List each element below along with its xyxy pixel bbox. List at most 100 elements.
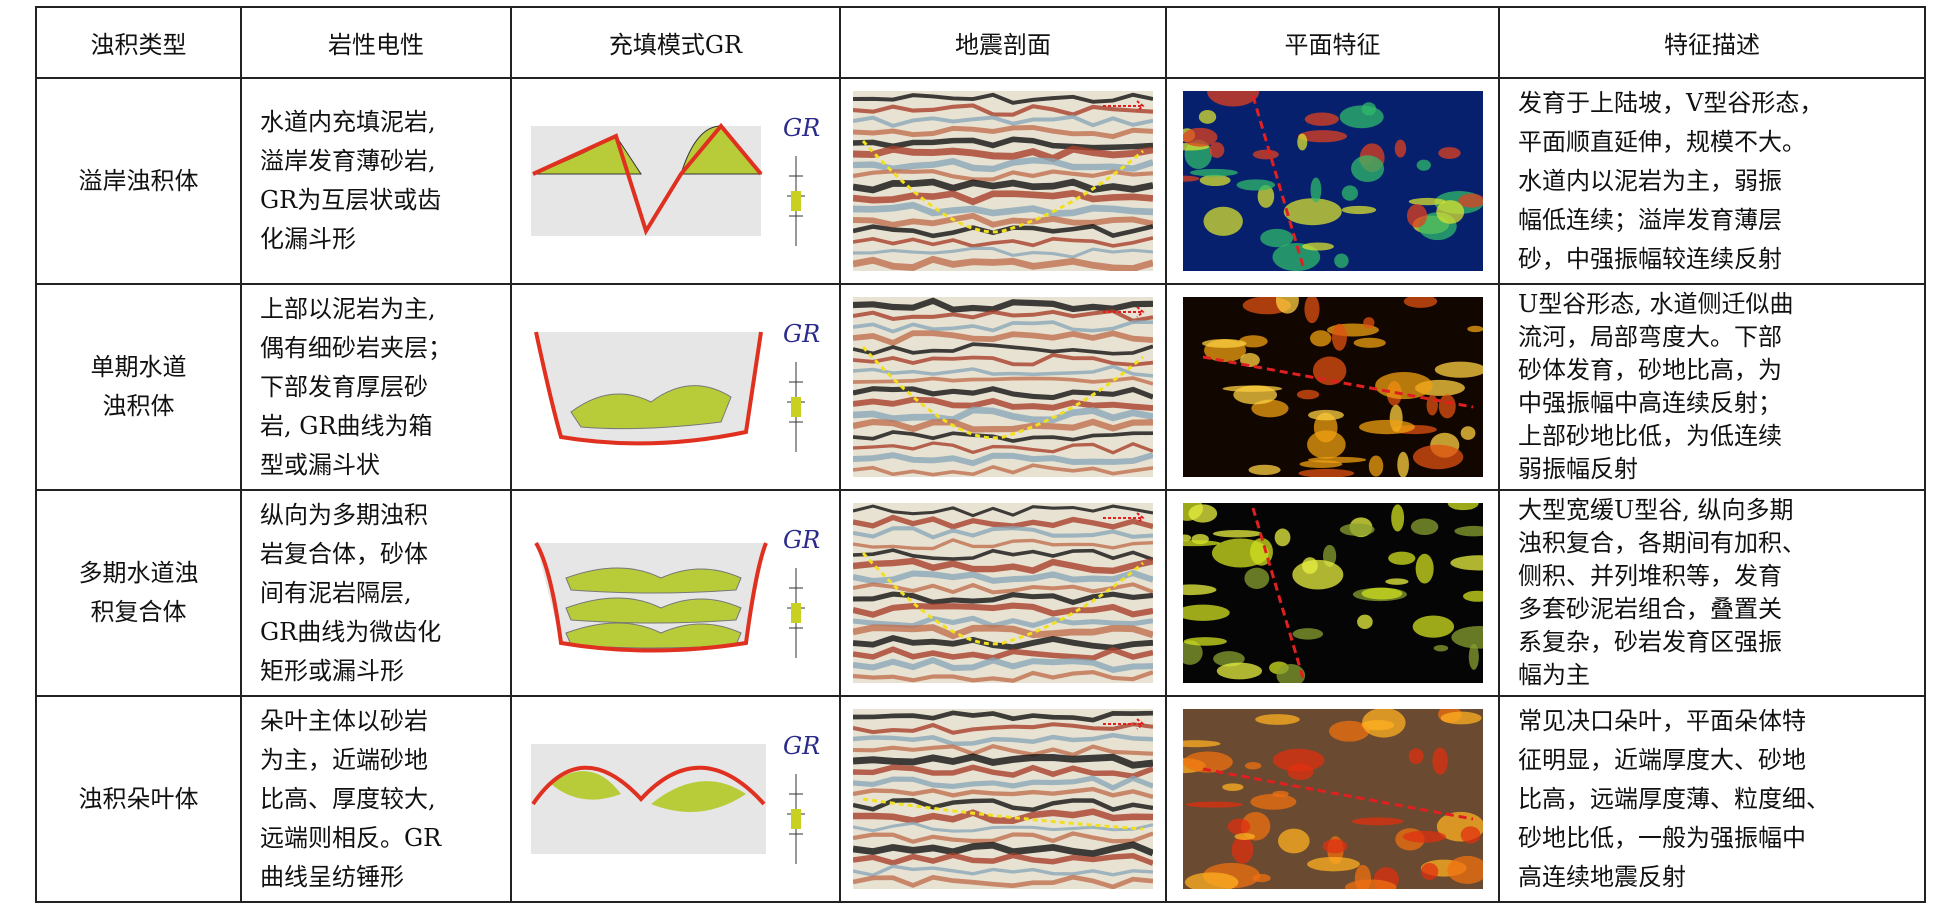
amplitude-blob (1410, 518, 1438, 535)
amplitude-blob (1460, 826, 1481, 844)
amplitude-blob (1243, 567, 1269, 589)
reflector (853, 255, 1153, 271)
type-cell: 多期水道浊 积复合体 (35, 489, 242, 697)
amplitude-blob (1344, 879, 1396, 889)
amplitude-blob (1408, 748, 1424, 765)
header-row: 浊积类型 岩性电性 充填模式GR 地震剖面 平面特征 特征描述 (35, 6, 1926, 79)
fill-pattern-cell: GR (510, 283, 841, 491)
reflector (853, 732, 1153, 747)
amplitude-blob (1384, 578, 1408, 585)
amplitude-blob (1275, 297, 1299, 314)
amplitude-blob (1306, 857, 1360, 872)
seismic-cell (839, 489, 1167, 697)
description-cell: 大型宽缓U型谷, 纵向多期 浊积复合，各期间有加积、 侧积、并列堆积等，发育 多套砂泥… (1498, 489, 1926, 697)
text-line: 单期水道 (90, 353, 187, 381)
amplitude-blob (1368, 455, 1383, 477)
amplitude-blob (1183, 637, 1227, 646)
amplitude-blob (1182, 640, 1203, 665)
amplitude-blob (1396, 451, 1409, 477)
amplitude-blob (1303, 297, 1320, 324)
text-line: 发育于上陆坡，V型谷形态， (1518, 88, 1824, 117)
reflector (853, 722, 1153, 735)
header-cell: 特征描述 (1498, 6, 1926, 79)
text-line: 上部砂地比低，为低连续 (1518, 422, 1782, 450)
amplitude-blob (1272, 748, 1324, 772)
text-line: 砂体发育，砂地比高，为 (1518, 356, 1782, 384)
amplitude-blob (1462, 590, 1483, 602)
amplitude-blob (1252, 873, 1271, 883)
reflector (853, 504, 1153, 518)
amplitude-blob (1440, 711, 1482, 725)
section-line (1202, 767, 1473, 821)
reflector (853, 786, 1153, 799)
text-line: 常见决口朵叶，平面朵体特 (1518, 706, 1806, 735)
text-line: GR曲线为微齿化 (260, 617, 442, 646)
table-row: 单期水道 浊积体 上部以泥岩为主, 偶有细砂岩夹层； 下部发育厚层砂 岩, GR曲线为箱型… (35, 283, 1926, 491)
reflector (853, 353, 1153, 367)
reflector (853, 463, 1153, 477)
lobe (530, 765, 765, 806)
amplitude-blob (1447, 503, 1479, 511)
reflector (853, 246, 1153, 259)
fill-pattern-cell: GR (510, 695, 841, 903)
text-line: 侧积、并列堆积等，发育 (1518, 562, 1782, 590)
text-line: 为主，近端砂地 (260, 745, 428, 774)
sand (569, 385, 732, 430)
amplitude-blob (1185, 801, 1243, 808)
reflector (853, 396, 1153, 411)
amplitude-blob (1252, 149, 1279, 160)
text-line: 大型宽缓U型谷, 纵向多期 (1518, 496, 1794, 524)
text-line: 浊积体 (102, 392, 175, 420)
header-cell: 岩性电性 (240, 6, 512, 79)
amplitude-blob (1274, 528, 1290, 547)
amplitude-blob (1244, 762, 1261, 770)
amplitude-blob (1248, 464, 1281, 476)
reflector (853, 582, 1153, 595)
table-row: 浊积朵叶体 朵叶主体以砂岩 为主，近端砂地 比高、厚度较大, 远端则相反。GR 曲线呈纺锤… (35, 695, 1926, 903)
amplitude-blob (1333, 253, 1349, 268)
amplitude-blob (1310, 177, 1321, 203)
amplitude-blob (1182, 127, 1217, 147)
reflector (853, 92, 1153, 105)
amplitude-blob (1212, 529, 1262, 538)
amplitude-blob (1283, 198, 1342, 226)
amplitude-blob (1298, 460, 1342, 468)
text-line: 化漏斗形 (260, 225, 356, 253)
reflector (853, 744, 1153, 758)
amplitude-blob (1408, 197, 1446, 206)
amplitude-blob (1297, 468, 1354, 477)
amplitude-blob (1358, 419, 1415, 435)
text-line: 比高，远端厚度薄、粒度细、 (1518, 784, 1830, 813)
amplitude-blob (1271, 242, 1320, 271)
text-line: 系复杂，砂岩发育区强振 (1518, 628, 1782, 656)
reflector (853, 569, 1153, 585)
reflector (853, 452, 1153, 467)
horizon (861, 139, 1144, 234)
amplitude-blob (1350, 155, 1384, 183)
amplitude-blob (1187, 504, 1217, 523)
text-line: 砂地比低，一般为强振幅中 (1518, 823, 1806, 852)
text-line: 幅低连续；溢岸发育薄层 (1518, 205, 1782, 234)
amplitude-blob (1412, 615, 1454, 638)
text-line: 多期水道浊 (78, 559, 199, 587)
amplitude-blob (1189, 168, 1238, 177)
amplitude-blob (1221, 783, 1243, 791)
plan-map (1182, 709, 1483, 889)
horizon (861, 551, 1144, 646)
amplitude-blob (1362, 317, 1375, 329)
reflector (853, 189, 1153, 206)
amplitude-blob (1402, 830, 1446, 843)
direction-arrow (1103, 718, 1145, 730)
fill-pattern-cell: GR (510, 489, 841, 697)
text-line: 平面顺直延伸，规模不大。 (1518, 127, 1806, 156)
channel (533, 331, 763, 446)
reflector (853, 615, 1153, 629)
amplitude-blob (1259, 228, 1293, 248)
amplitude-blob (1222, 385, 1282, 392)
reflector (853, 557, 1153, 575)
amplitude-blob (1403, 297, 1437, 308)
gr-label: GR (783, 114, 820, 142)
direction-arrow (1103, 512, 1145, 524)
